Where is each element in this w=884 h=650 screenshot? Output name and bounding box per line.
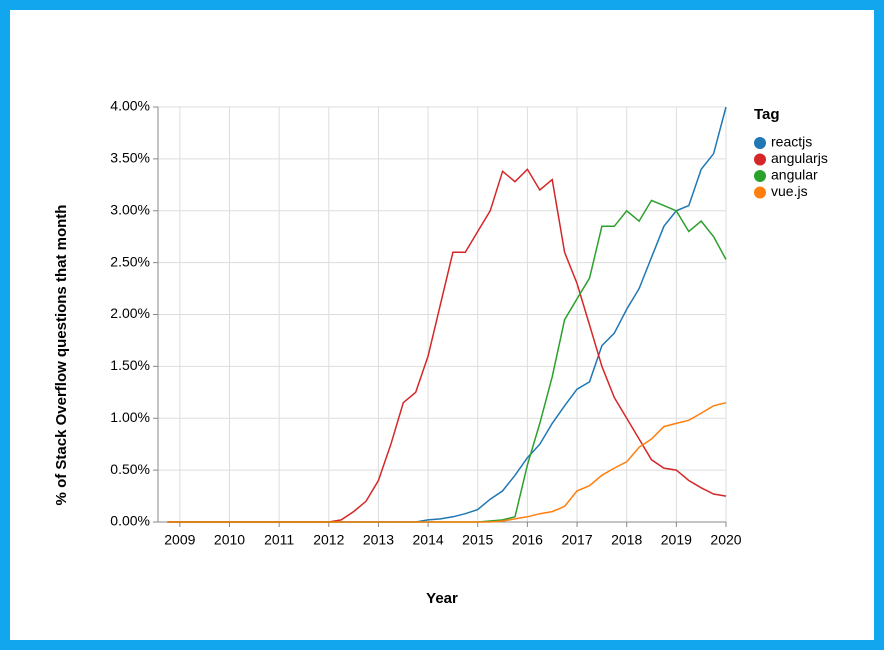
legend-swatch bbox=[754, 153, 766, 166]
x-tick-label: 2018 bbox=[611, 532, 642, 548]
legend-label: vue.js bbox=[771, 183, 808, 199]
x-tick-label: 2010 bbox=[214, 532, 245, 548]
legend-label: angularjs bbox=[771, 150, 828, 166]
x-tick-label: 2009 bbox=[164, 532, 195, 548]
x-tick-label: 2016 bbox=[512, 532, 543, 548]
legend-swatch bbox=[754, 186, 766, 199]
x-tick-label: 2019 bbox=[661, 532, 692, 548]
line bbox=[167, 199, 727, 523]
y-tick-label: 0.50% bbox=[110, 461, 150, 477]
x-tick-label: 2011 bbox=[264, 532, 294, 548]
y-tick-label: 3.50% bbox=[110, 150, 150, 166]
y-tick-label: 2.50% bbox=[110, 253, 150, 269]
y-tick-label: 1.00% bbox=[110, 409, 150, 425]
x-tick-label: 2020 bbox=[710, 532, 741, 548]
y-tick-label: 0.00% bbox=[110, 513, 150, 529]
x-tick-label: 2015 bbox=[462, 532, 493, 548]
legend-label: angular bbox=[771, 167, 818, 183]
legend-swatch bbox=[754, 137, 766, 149]
legend-title: Tag bbox=[754, 106, 780, 123]
x-tick-label: 2014 bbox=[413, 532, 444, 548]
x-tick-label: 2012 bbox=[313, 532, 344, 548]
y-tick-label: 4.00% bbox=[110, 98, 150, 114]
x-tick-label: 2017 bbox=[561, 532, 592, 548]
legend-swatch bbox=[754, 170, 766, 182]
x-tick-label: 2013 bbox=[363, 532, 394, 548]
line bbox=[167, 168, 727, 523]
y-tick-label: 1.50% bbox=[110, 357, 150, 373]
x-axis-title: Year bbox=[426, 590, 458, 607]
line bbox=[167, 401, 727, 523]
legend-label: reactjs bbox=[771, 134, 812, 150]
y-tick-label: 2.00% bbox=[110, 305, 150, 321]
y-tick-label: 3.00% bbox=[110, 201, 150, 217]
y-axis-title: % of Stack Overflow questions that month bbox=[53, 205, 70, 506]
